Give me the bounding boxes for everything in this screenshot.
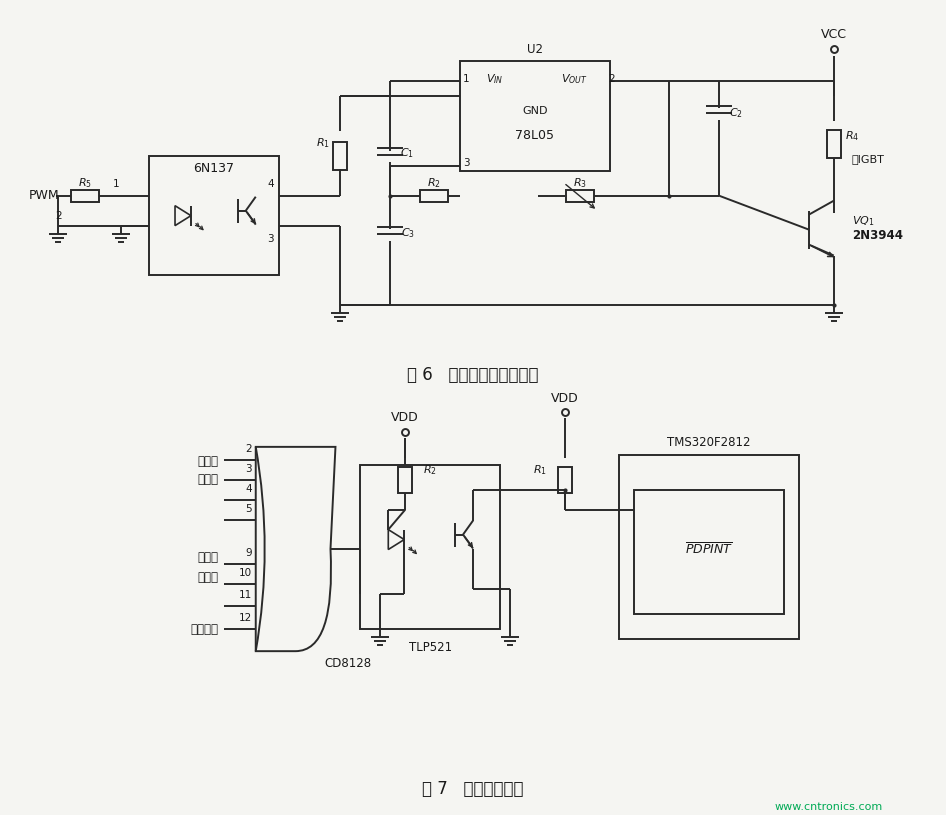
Bar — [334, 142, 347, 170]
Text: 2: 2 — [608, 74, 615, 84]
Text: $R_3$: $R_3$ — [572, 176, 587, 190]
Text: 各种故: 各种故 — [198, 551, 219, 564]
Bar — [398, 467, 412, 493]
Text: www.cntronics.com: www.cntronics.com — [775, 802, 883, 812]
Text: 10: 10 — [238, 568, 252, 579]
Text: $C_3$: $C_3$ — [401, 227, 415, 240]
Bar — [558, 467, 571, 493]
Text: $R_2$: $R_2$ — [423, 463, 437, 477]
Bar — [71, 190, 99, 201]
Text: 4: 4 — [268, 178, 274, 189]
Text: CD8128: CD8128 — [324, 657, 372, 670]
Text: $R_5$: $R_5$ — [79, 176, 93, 190]
Text: PWM: PWM — [28, 189, 60, 202]
Text: GND: GND — [522, 106, 548, 116]
Text: TMS320F2812: TMS320F2812 — [668, 436, 751, 449]
Text: 11: 11 — [238, 590, 252, 601]
Text: 1: 1 — [463, 74, 469, 84]
Text: 3: 3 — [463, 158, 469, 168]
Text: VDD: VDD — [392, 412, 419, 425]
Bar — [635, 490, 784, 615]
Text: VCC: VCC — [821, 28, 847, 41]
Text: 4: 4 — [245, 484, 252, 494]
Text: $V_{IN}$: $V_{IN}$ — [486, 73, 503, 86]
Text: 图 6   光电隔离的驱动回路: 图 6 光电隔离的驱动回路 — [407, 366, 539, 384]
Text: 2: 2 — [245, 444, 252, 454]
Text: 3: 3 — [268, 234, 274, 244]
Text: 1: 1 — [113, 178, 119, 189]
Text: 12: 12 — [238, 613, 252, 623]
Bar — [460, 61, 609, 171]
Text: $C_1$: $C_1$ — [400, 146, 414, 160]
Text: 5: 5 — [245, 504, 252, 513]
Text: $R_1$: $R_1$ — [316, 136, 329, 150]
Text: $R_4$: $R_4$ — [845, 129, 859, 143]
Text: 图 7   故障保护电路: 图 7 故障保护电路 — [422, 780, 524, 798]
Text: 过电压: 过电压 — [198, 456, 219, 469]
Bar — [149, 156, 279, 275]
Text: VDD: VDD — [551, 391, 579, 404]
Bar — [566, 190, 593, 201]
PathPatch shape — [255, 447, 336, 651]
Text: 2: 2 — [55, 210, 61, 221]
Text: 电机过热: 电机过热 — [191, 623, 219, 636]
Text: 去IGBT: 去IGBT — [851, 154, 885, 164]
Text: 过电流: 过电流 — [198, 474, 219, 487]
Bar — [620, 455, 798, 639]
Text: TLP521: TLP521 — [409, 641, 451, 654]
Text: 2N3944: 2N3944 — [851, 229, 902, 242]
Text: 3: 3 — [245, 464, 252, 474]
Text: $C_2$: $C_2$ — [729, 106, 743, 120]
Bar — [360, 465, 499, 629]
Text: $VQ_1$: $VQ_1$ — [851, 214, 874, 227]
Text: $R_1$: $R_1$ — [533, 463, 547, 477]
Text: 9: 9 — [245, 548, 252, 558]
Text: 78L05: 78L05 — [516, 130, 554, 143]
Bar — [827, 130, 841, 158]
Text: $\overline{PDPINT}$: $\overline{PDPINT}$ — [685, 542, 733, 557]
Text: 障信号: 障信号 — [198, 571, 219, 584]
Text: 6N137: 6N137 — [193, 162, 235, 175]
Text: $R_2$: $R_2$ — [428, 176, 441, 190]
Text: U2: U2 — [527, 42, 543, 55]
Bar — [420, 190, 448, 201]
Text: $V_{OUT}$: $V_{OUT}$ — [561, 73, 588, 86]
